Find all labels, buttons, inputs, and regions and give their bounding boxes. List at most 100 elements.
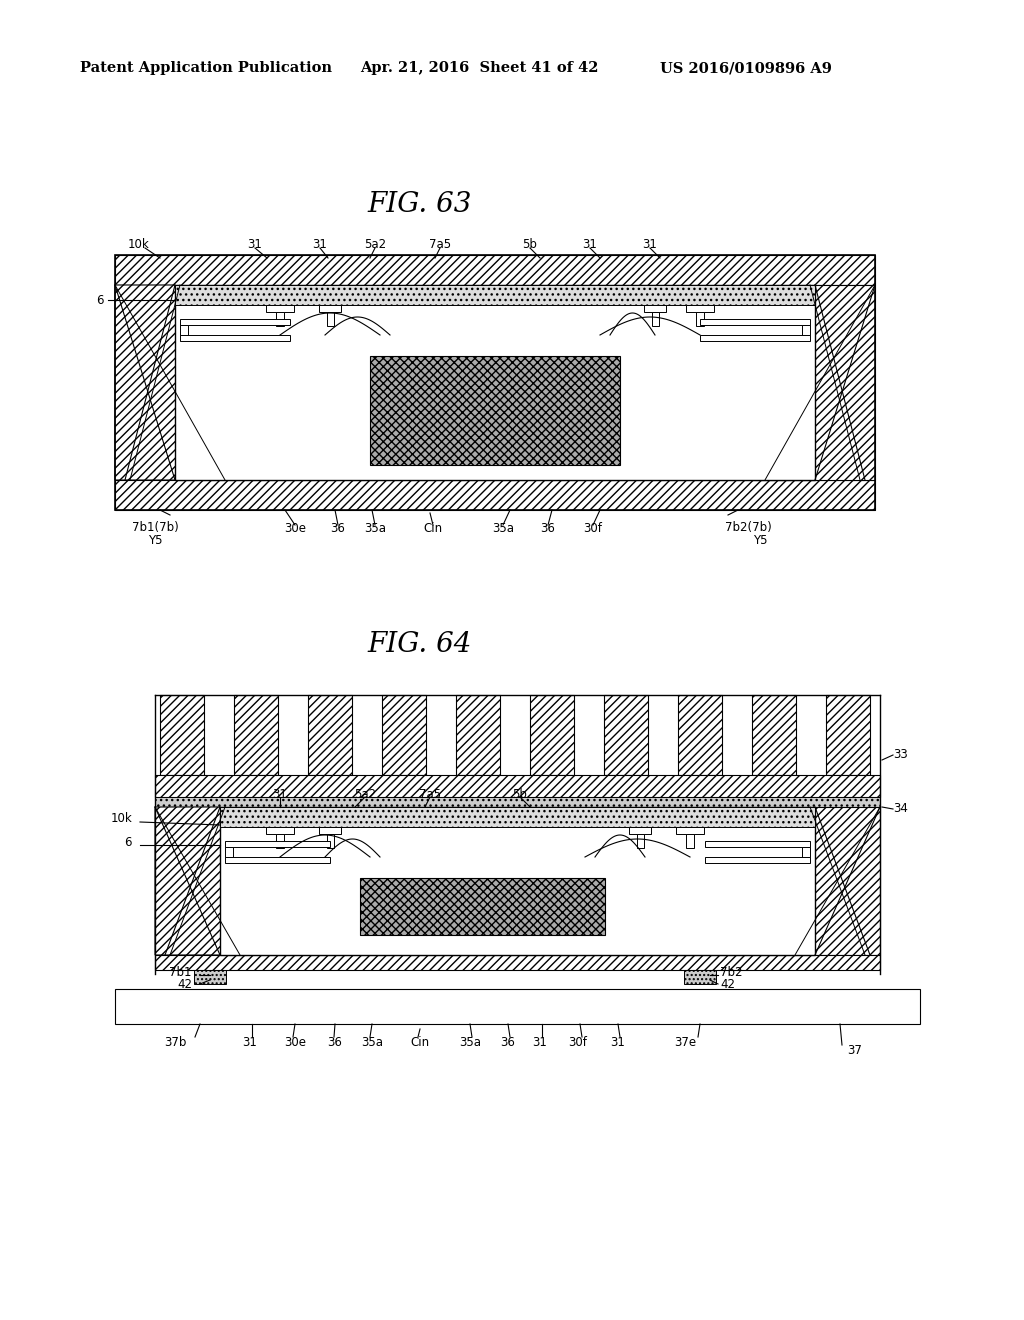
Bar <box>180 319 290 325</box>
Bar <box>225 841 330 847</box>
Polygon shape <box>755 285 874 480</box>
Bar <box>327 834 334 847</box>
Text: 7b2(7b): 7b2(7b) <box>725 521 771 535</box>
Bar <box>644 305 666 312</box>
Bar <box>276 312 284 326</box>
Text: Y5: Y5 <box>753 535 767 548</box>
Text: 42: 42 <box>177 978 193 990</box>
Polygon shape <box>194 970 226 983</box>
Text: 5b: 5b <box>522 239 538 252</box>
Bar <box>180 335 290 341</box>
Text: 7b1(7b): 7b1(7b) <box>132 521 178 535</box>
Polygon shape <box>115 255 874 285</box>
Polygon shape <box>678 696 722 775</box>
Text: 37: 37 <box>848 1044 862 1056</box>
Bar <box>266 828 294 834</box>
Text: 7a5: 7a5 <box>429 239 451 252</box>
Bar <box>686 305 714 312</box>
Polygon shape <box>530 696 574 775</box>
Text: Cin: Cin <box>424 521 442 535</box>
Bar <box>266 305 294 312</box>
Bar <box>225 857 330 863</box>
Text: FIG. 64: FIG. 64 <box>368 631 472 659</box>
Polygon shape <box>684 970 716 983</box>
Text: 31: 31 <box>243 1035 257 1048</box>
Text: 31: 31 <box>272 788 288 801</box>
Text: 35a: 35a <box>492 521 514 535</box>
Text: 10k: 10k <box>111 813 132 825</box>
Text: 30f: 30f <box>584 521 602 535</box>
Bar <box>802 325 810 335</box>
Bar <box>629 828 651 834</box>
Text: Apr. 21, 2016  Sheet 41 of 42: Apr. 21, 2016 Sheet 41 of 42 <box>360 61 598 75</box>
Polygon shape <box>234 696 278 775</box>
Polygon shape <box>785 807 880 954</box>
Bar <box>319 305 341 312</box>
Bar <box>115 989 920 1024</box>
Polygon shape <box>752 696 796 775</box>
Bar <box>115 255 874 510</box>
Polygon shape <box>456 696 500 775</box>
Text: 31: 31 <box>312 239 328 252</box>
Polygon shape <box>155 807 250 954</box>
Bar <box>276 834 284 847</box>
Text: 31: 31 <box>610 1035 626 1048</box>
Polygon shape <box>360 878 605 935</box>
Bar <box>180 325 188 335</box>
Text: 36: 36 <box>331 521 345 535</box>
Bar <box>319 828 341 834</box>
Bar <box>705 857 810 863</box>
Polygon shape <box>175 285 815 480</box>
Polygon shape <box>175 285 815 305</box>
Text: FIG. 63: FIG. 63 <box>368 191 472 219</box>
Polygon shape <box>115 480 874 510</box>
Text: US 2016/0109896 A9: US 2016/0109896 A9 <box>660 61 831 75</box>
Text: 7b1: 7b1 <box>170 965 193 978</box>
Text: 35a: 35a <box>361 1035 383 1048</box>
Polygon shape <box>220 807 815 828</box>
Text: 6: 6 <box>96 293 103 306</box>
Text: 30e: 30e <box>284 521 306 535</box>
Polygon shape <box>220 807 815 954</box>
Text: 5a2: 5a2 <box>364 239 386 252</box>
Polygon shape <box>370 356 620 465</box>
Text: 36: 36 <box>501 1035 515 1048</box>
Bar <box>700 319 810 325</box>
Text: 37b: 37b <box>164 1035 186 1048</box>
Polygon shape <box>160 696 204 775</box>
Polygon shape <box>308 696 352 775</box>
Text: 6: 6 <box>125 836 132 849</box>
Text: 42: 42 <box>720 978 735 990</box>
Text: Cin: Cin <box>411 1035 429 1048</box>
Text: 7a5: 7a5 <box>419 788 441 801</box>
Polygon shape <box>382 696 426 775</box>
Text: 31: 31 <box>532 1035 548 1048</box>
Bar <box>700 335 810 341</box>
Text: Patent Application Publication: Patent Application Publication <box>80 61 332 75</box>
Polygon shape <box>115 285 234 480</box>
Text: 36: 36 <box>541 521 555 535</box>
Text: Y5: Y5 <box>147 535 162 548</box>
Text: 31: 31 <box>248 239 262 252</box>
Text: 5b: 5b <box>513 788 527 801</box>
Text: 35a: 35a <box>459 1035 481 1048</box>
Text: 31: 31 <box>583 239 597 252</box>
Text: 10k: 10k <box>128 239 150 252</box>
Bar <box>686 834 694 847</box>
Text: 36: 36 <box>328 1035 342 1048</box>
Bar <box>676 828 705 834</box>
Bar <box>225 847 233 857</box>
Polygon shape <box>826 696 870 775</box>
Bar <box>802 847 810 857</box>
Text: 34: 34 <box>893 803 908 816</box>
Text: 30e: 30e <box>284 1035 306 1048</box>
Bar <box>705 841 810 847</box>
Text: 30f: 30f <box>568 1035 588 1048</box>
Polygon shape <box>155 954 880 970</box>
Text: 33: 33 <box>893 748 907 762</box>
Bar <box>327 312 334 326</box>
Polygon shape <box>604 696 648 775</box>
Text: 5a2: 5a2 <box>354 788 376 801</box>
Text: 35a: 35a <box>364 521 386 535</box>
Polygon shape <box>155 797 880 807</box>
